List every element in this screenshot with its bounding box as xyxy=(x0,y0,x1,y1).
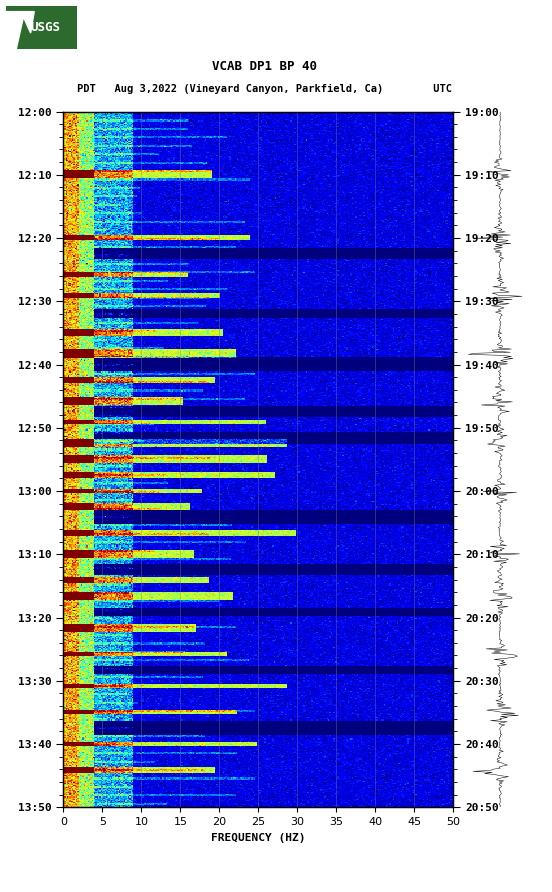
Text: USGS: USGS xyxy=(30,21,60,34)
Text: VCAB DP1 BP 40: VCAB DP1 BP 40 xyxy=(213,61,317,73)
X-axis label: FREQUENCY (HZ): FREQUENCY (HZ) xyxy=(211,832,306,843)
Text: PDT   Aug 3,2022 (Vineyard Canyon, Parkfield, Ca)        UTC: PDT Aug 3,2022 (Vineyard Canyon, Parkfie… xyxy=(77,84,453,95)
Polygon shape xyxy=(6,12,34,49)
